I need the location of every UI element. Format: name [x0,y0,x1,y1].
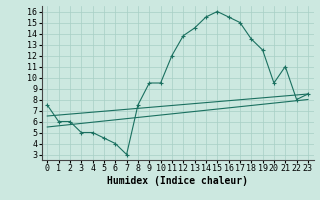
X-axis label: Humidex (Indice chaleur): Humidex (Indice chaleur) [107,176,248,186]
